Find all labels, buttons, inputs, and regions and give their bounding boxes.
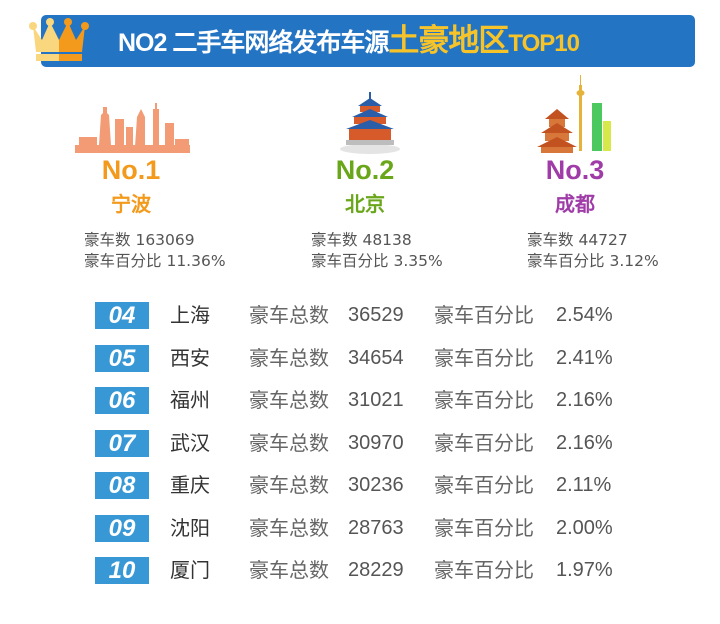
rank-3-count: 44727 bbox=[578, 231, 628, 249]
rank-3-stats: 豪车数 44727 豪车百分比 3.12% bbox=[527, 231, 659, 270]
city-name: 上海 bbox=[170, 303, 210, 327]
rank-badge: 07 bbox=[95, 429, 149, 457]
rank-2-count: 48138 bbox=[362, 231, 412, 249]
crown-icon bbox=[29, 18, 89, 61]
count-value: 36529 bbox=[348, 304, 404, 326]
list-row: 10 厦门 豪车总数 28229 豪车百分比 1.97% bbox=[0, 557, 720, 587]
rank-badge: 08 bbox=[95, 472, 149, 499]
rank-badge: 09 bbox=[95, 514, 149, 542]
rank-badge: 05 bbox=[95, 344, 149, 372]
pct-value: 2.11% bbox=[556, 474, 612, 496]
pct-label: 豪车百分比 bbox=[434, 345, 534, 370]
rank-3-city: 成都 bbox=[555, 192, 595, 216]
page-title: NO2 二手车网络发布车源土豪地区TOP10 bbox=[118, 15, 580, 67]
rank-1-label: No.1 bbox=[101, 155, 161, 185]
rank-2-pct: 3.35% bbox=[393, 252, 443, 270]
rank-1-pct: 11.36% bbox=[166, 252, 226, 270]
city-name: 重庆 bbox=[170, 473, 210, 497]
count-label: 豪车总数 bbox=[249, 345, 329, 370]
pct-label: 豪车百分比 bbox=[434, 303, 534, 327]
pct-value: 2.54% bbox=[556, 304, 613, 326]
list-row: 06 福州 豪车总数 31021 豪车百分比 2.16% bbox=[0, 387, 720, 417]
count-value: 28229 bbox=[348, 559, 404, 581]
list-row: 08 重庆 豪车总数 30236 豪车百分比 2.11% bbox=[0, 472, 720, 502]
count-label: 豪车总数 bbox=[249, 303, 329, 327]
count-label: 豪车总数 bbox=[249, 388, 329, 412]
city-name: 沈阳 bbox=[170, 515, 210, 540]
temple-of-heaven-icon bbox=[340, 92, 400, 154]
pct-label: 豪车百分比 bbox=[434, 388, 534, 412]
pct-value: 2.41% bbox=[556, 346, 613, 369]
count-label: 豪车总数 bbox=[249, 430, 329, 455]
list-row: 05 西安 豪车总数 34654 豪车百分比 2.41% bbox=[0, 344, 720, 375]
rank-badge: 06 bbox=[95, 387, 149, 414]
city-name: 福州 bbox=[170, 388, 210, 412]
rank-2-stats: 豪车数 48138 豪车百分比 3.35% bbox=[311, 231, 443, 270]
count-value: 30236 bbox=[348, 474, 404, 496]
pct-label: 豪车百分比 bbox=[434, 473, 534, 497]
list-row: 04 上海 豪车总数 36529 豪车百分比 2.54% bbox=[0, 302, 720, 332]
rank-1-city: 宁波 bbox=[111, 192, 151, 216]
ningbo-skyline-icon bbox=[75, 103, 190, 153]
pct-value: 2.16% bbox=[556, 431, 613, 454]
count-label: 豪车总数 bbox=[249, 515, 329, 540]
rank-2-city: 北京 bbox=[345, 192, 385, 216]
rank-1-count: 163069 bbox=[135, 231, 195, 249]
list-row: 07 武汉 豪车总数 30970 豪车百分比 2.16% bbox=[0, 429, 720, 460]
pct-value: 2.00% bbox=[556, 516, 613, 539]
pct-value: 2.16% bbox=[556, 389, 613, 411]
rank-2-label: No.2 bbox=[335, 155, 395, 185]
count-label: 豪车总数 bbox=[249, 558, 329, 582]
list-row: 09 沈阳 豪车总数 28763 豪车百分比 2.00% bbox=[0, 514, 720, 545]
rank-3-label: No.3 bbox=[545, 155, 605, 185]
rank-1-stats: 豪车数 163069 豪车百分比 11.36% bbox=[84, 231, 226, 270]
title-banner bbox=[41, 15, 695, 67]
rank-3-pct: 3.12% bbox=[609, 252, 659, 270]
count-label: 豪车总数 bbox=[249, 473, 329, 497]
count-value: 31021 bbox=[348, 389, 404, 411]
count-value: 30970 bbox=[348, 431, 404, 454]
title-prefix: NO2 二手车网络发布车源 bbox=[118, 29, 389, 57]
title-highlight: 土豪地区 bbox=[388, 23, 509, 58]
city-name: 厦门 bbox=[170, 558, 210, 582]
city-name: 武汉 bbox=[170, 430, 210, 455]
rank-badge: 10 bbox=[95, 557, 149, 584]
rank-badge: 04 bbox=[95, 302, 149, 329]
pct-value: 1.97% bbox=[556, 559, 613, 581]
count-value: 28763 bbox=[348, 516, 404, 539]
pct-label: 豪车百分比 bbox=[434, 430, 534, 455]
pct-label: 豪车百分比 bbox=[434, 515, 534, 540]
title-suffix: TOP10 bbox=[508, 30, 580, 57]
count-value: 34654 bbox=[348, 346, 404, 369]
chengdu-skyline-icon bbox=[537, 75, 611, 153]
pct-label: 豪车百分比 bbox=[434, 558, 534, 582]
city-name: 西安 bbox=[170, 345, 210, 370]
